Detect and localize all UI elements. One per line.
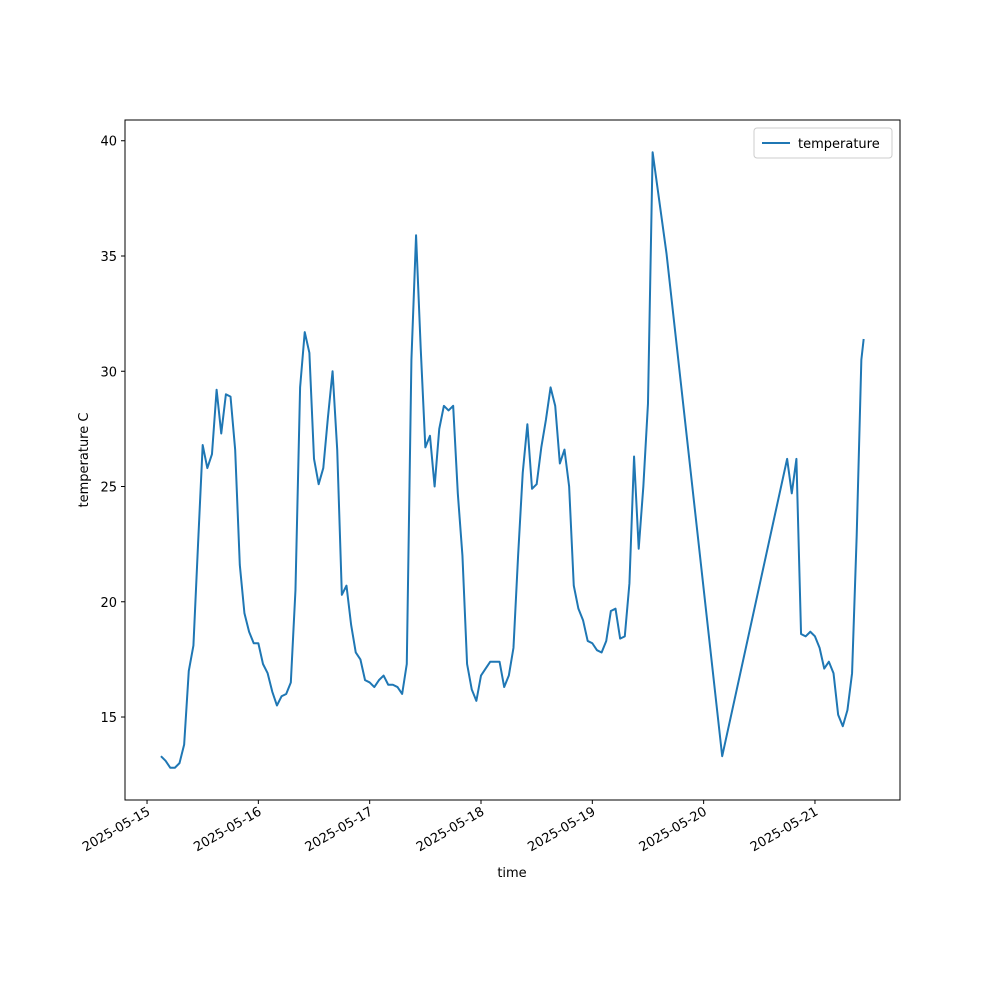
x-tick-label: 2025-05-19 [525,804,598,855]
x-tick-label: 2025-05-17 [303,804,376,855]
y-tick-label: 15 [100,711,117,726]
line [160,151,865,769]
y-tick-label: 40 [100,135,117,150]
x-tick-label: 2025-05-16 [191,804,264,855]
legend-box [753,127,893,159]
x-tick-label: 2025-05-20 [637,804,710,855]
legend-label: temperature [798,137,880,152]
x-tick-label: 2025-05-18 [414,804,487,855]
y-tick-label: 35 [100,250,117,265]
y-tick-label: 25 [100,481,117,496]
x-axis-label: time [497,866,526,881]
y-tick-label: 20 [100,596,117,611]
x-tick-label: 2025-05-15 [80,804,153,855]
x-tick-label: 2025-05-21 [748,804,821,855]
plot-frame [124,119,901,801]
y-tick-label: 30 [100,365,117,380]
y-axis-label: temperature C [77,413,92,508]
